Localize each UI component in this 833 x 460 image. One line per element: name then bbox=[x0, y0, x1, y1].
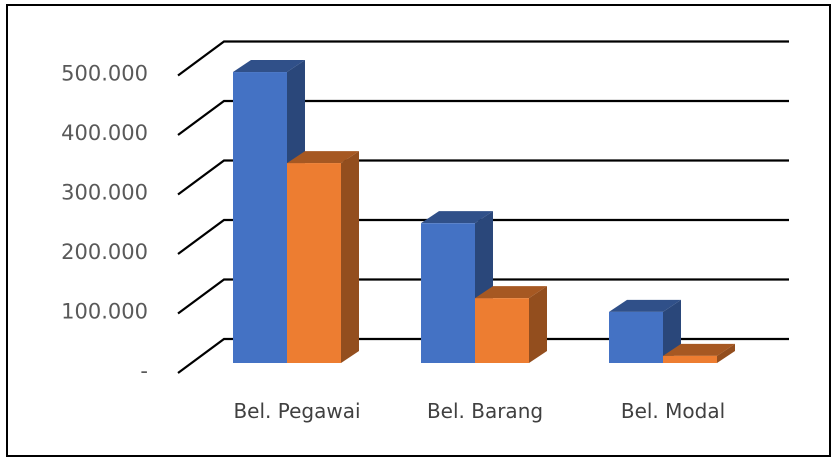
x-category-label: Bel. Modal bbox=[621, 399, 725, 423]
bar-side bbox=[341, 151, 359, 363]
x-category-label: Bel. Barang bbox=[427, 399, 543, 423]
bar-bel-barang-series-2 bbox=[475, 298, 529, 363]
bar-bel-modal-series-2 bbox=[663, 355, 717, 363]
gridline bbox=[177, 40, 789, 77]
bar-bel-pegawai-series-1 bbox=[233, 72, 287, 364]
bar-side bbox=[717, 343, 735, 363]
chart-frame bbox=[6, 4, 831, 457]
gridline bbox=[177, 278, 789, 315]
bar-bel-pegawai-series-2 bbox=[287, 163, 341, 363]
bar-top bbox=[421, 211, 493, 224]
bar-top bbox=[475, 286, 547, 299]
bar-top bbox=[663, 343, 735, 356]
bar-bel-modal-series-1 bbox=[609, 311, 663, 363]
gridline bbox=[177, 159, 789, 196]
y-tick-label: 100.000 bbox=[61, 300, 148, 324]
bar-side bbox=[529, 286, 547, 363]
bar-bel-barang-series-1 bbox=[421, 223, 475, 363]
x-category-label: Bel. Pegawai bbox=[233, 399, 360, 423]
y-tick-label: 500.000 bbox=[61, 62, 148, 86]
bar-top bbox=[233, 60, 305, 73]
bar-top bbox=[287, 151, 359, 164]
y-tick-label: 200.000 bbox=[61, 240, 148, 264]
y-tick-label: - bbox=[140, 359, 148, 383]
y-tick-label: 400.000 bbox=[61, 121, 148, 145]
gridline bbox=[177, 99, 789, 136]
gridline bbox=[177, 218, 789, 255]
bar-top bbox=[609, 299, 681, 312]
gridline bbox=[177, 337, 789, 374]
y-tick-label: 300.000 bbox=[61, 181, 148, 205]
